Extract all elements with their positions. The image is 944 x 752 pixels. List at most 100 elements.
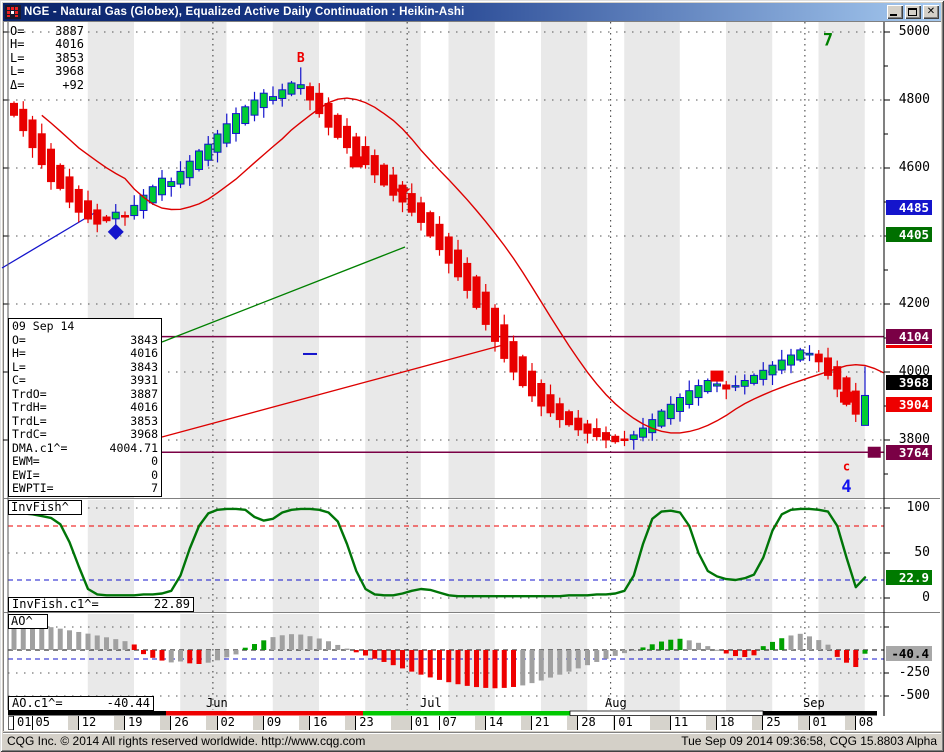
date-tick-label: 11 (669, 716, 706, 730)
date-tick-label: 12 (77, 716, 114, 730)
date-tick-label: 18 (716, 716, 752, 730)
ao-bar (48, 627, 54, 650)
ao-bar (289, 634, 294, 650)
ao-bar (770, 641, 775, 650)
close-button[interactable]: ✕ (923, 5, 939, 19)
wave-c-label: c (843, 460, 850, 474)
quote-readout: O= 3887 H= 4016 L= 3853 L= 3968 Δ= +92 (10, 24, 84, 92)
ao-bar (390, 650, 396, 666)
ao-bar (326, 641, 331, 650)
ao-bar (39, 625, 45, 650)
ao-bar (67, 630, 72, 650)
date-tick-label: 28 (577, 716, 614, 730)
cursor-row: EWM= 0 (12, 454, 158, 468)
quote-row: L= 3853 (10, 50, 84, 65)
axis-tick-label: 4000 (898, 364, 930, 379)
date-tick-label: 25 (762, 716, 799, 730)
invfish-panel (8, 507, 890, 599)
ao-bar (742, 650, 748, 657)
axis-tick-label: -500 (898, 688, 930, 703)
ao-bar (279, 635, 285, 650)
date-tick-label: 08 (854, 716, 891, 730)
ao-bar (418, 650, 424, 675)
contract-strip (8, 710, 877, 716)
ao-bar (400, 650, 405, 669)
ao-bar (659, 641, 664, 650)
ao-bar (594, 650, 600, 662)
signal-markers: Bc 4 7 (107, 31, 881, 497)
axis-tick-label: -250 (898, 665, 930, 680)
ao-bar (455, 650, 461, 685)
cursor-date: 09 Sep 14 (12, 319, 75, 333)
blue-diamond-signal (107, 223, 124, 240)
ao-bar (113, 639, 119, 650)
ao-bar (464, 650, 470, 686)
ao-bar (427, 650, 433, 678)
ao-bar (298, 634, 304, 650)
ao-bar (844, 650, 849, 663)
minimize-button[interactable] (887, 5, 903, 19)
ao-bar (538, 650, 544, 681)
ao-bar (178, 650, 183, 662)
ao-bar (224, 650, 230, 658)
ao-bar (612, 650, 618, 656)
date-tick-label: 16 (309, 716, 345, 730)
title-bar[interactable]: NGE - Natural Gas (Globex), Equalized Ac… (3, 3, 941, 21)
wave-b-label: B (297, 51, 305, 66)
price-badge: 22.9 (886, 569, 932, 585)
ao-bar (307, 636, 313, 650)
status-bar: CQG Inc. © 2014 All rights reserved worl… (3, 732, 941, 749)
maximize-button[interactable] (905, 5, 921, 19)
count-7-label: 7 (823, 31, 833, 51)
ao-bar (723, 650, 729, 654)
ao-bar (122, 641, 128, 650)
ao-bar (511, 650, 516, 687)
date-tick-label: 09 (262, 716, 299, 730)
ao-bar (335, 644, 341, 650)
ao-bar (751, 650, 757, 656)
ao-bar (261, 640, 267, 650)
invfish-readout: InvFish.c1^= 22.89 (8, 597, 194, 612)
ao-bar (437, 650, 442, 680)
ao-bar (631, 650, 637, 651)
ao-bar (353, 650, 359, 653)
axis-tick-label: 0 (922, 590, 930, 605)
ao-bar (409, 650, 415, 672)
ao-bar (714, 649, 720, 651)
ao-bar (483, 650, 489, 688)
price-badge: 4405 (886, 226, 932, 242)
ao-readout: AO.c1^= -40.44 (8, 696, 154, 711)
ao-bar (446, 650, 452, 683)
date-tick-label: 01 (410, 716, 447, 730)
ao-bar (788, 635, 794, 650)
cursor-data-box: 09 Sep 14 O= 3843 H= 4016 L= 3843 C= 3931 TrdO= 3… (8, 318, 162, 497)
axis-tick-label: 100 (906, 500, 930, 515)
ao-bar (622, 650, 627, 654)
ao-bar (862, 650, 868, 654)
cursor-row: L= 3843 (12, 359, 158, 374)
ao-bar (797, 633, 803, 650)
date-tick-label: 01 (614, 716, 651, 730)
ao-bar (557, 650, 563, 675)
ao-bar (252, 644, 257, 650)
ao-bar (566, 650, 572, 672)
ao-bar (853, 650, 859, 668)
invfish-curve (12, 507, 867, 598)
ao-bar (242, 647, 248, 650)
ao-bar (492, 650, 498, 689)
ao-bar (57, 628, 63, 650)
week-stripes (87, 22, 865, 711)
ao-bar (94, 635, 100, 650)
ao-bar (733, 650, 738, 657)
wave-4-label: 4 (841, 477, 851, 497)
axis-tick-label: 4800 (898, 92, 930, 107)
cursor-row: EWPTI= 7 (12, 481, 158, 495)
ao-bar (816, 640, 822, 650)
invfish-panel-label: InvFish^ (8, 500, 82, 515)
cursor-row: TrdC= 3968 (12, 427, 158, 441)
ao-bar (529, 650, 535, 684)
ao-bar (686, 640, 692, 650)
ao-bar (131, 644, 137, 650)
ao-bar (696, 642, 701, 650)
